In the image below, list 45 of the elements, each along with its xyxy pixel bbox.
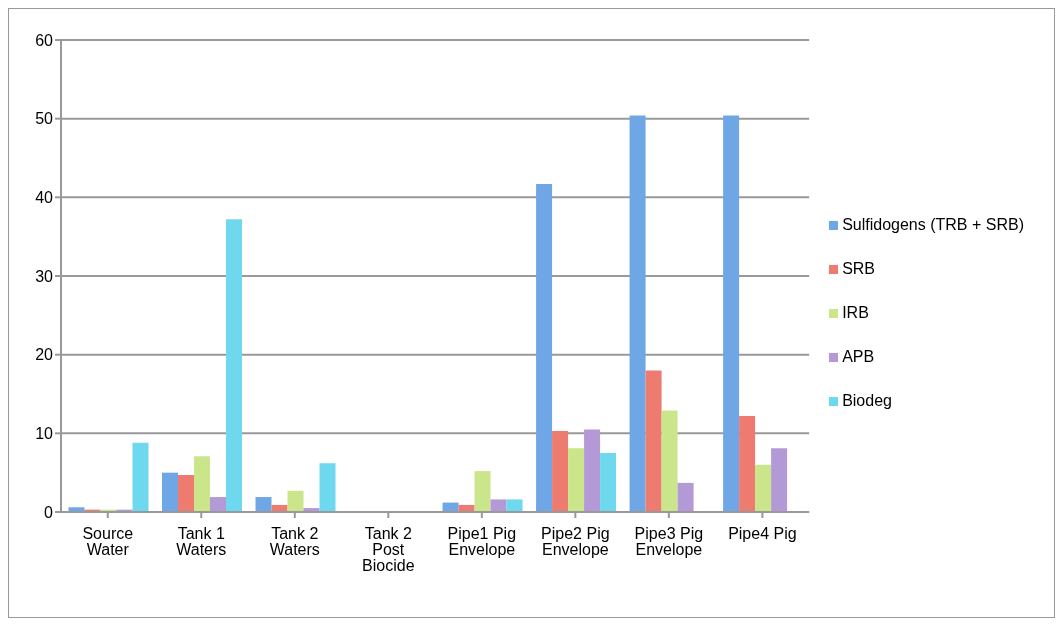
bar	[661, 410, 678, 512]
y-tick-label: 0	[44, 503, 54, 521]
legend-label: Sulfidogens (TRB + SRB)	[842, 216, 1024, 233]
bar	[739, 416, 756, 512]
legend-label: IRB	[842, 304, 869, 321]
bar	[552, 430, 569, 512]
bar	[629, 115, 646, 512]
bar	[162, 472, 178, 512]
bar	[287, 490, 304, 512]
x-tick-label: Pipe4 Pig	[728, 525, 797, 543]
bar	[677, 482, 694, 512]
y-tick-label: 40	[35, 189, 54, 207]
x-tick-label: Tank 2 Post Biocide	[362, 525, 415, 575]
bar	[319, 463, 336, 512]
y-tick-label: 20	[35, 346, 54, 364]
bar	[178, 475, 194, 512]
y-tick-label: 60	[35, 31, 54, 49]
x-tick-label: Pipe2 Pig Envelope	[541, 525, 610, 559]
x-tick-label: Source Water	[82, 525, 134, 559]
bar	[132, 442, 149, 512]
y-tick-label: 10	[35, 425, 54, 443]
bar	[506, 499, 523, 512]
bar	[568, 448, 585, 512]
x-tick-label: Tank 1 Waters	[176, 525, 227, 559]
y-tick-label: 50	[35, 110, 54, 128]
bar	[645, 370, 662, 512]
bar	[755, 464, 772, 512]
x-tick-label: Pipe3 Pig Envelope	[634, 525, 704, 559]
bar	[210, 497, 226, 512]
x-tick-label: Pipe1 Pig Envelope	[447, 525, 517, 559]
bar	[600, 453, 617, 512]
bar	[490, 499, 507, 512]
bar	[474, 471, 491, 512]
bar	[226, 219, 242, 512]
y-tick-label: 30	[35, 267, 54, 285]
x-tick-label: Tank 2 Waters	[269, 525, 320, 559]
bar	[536, 183, 553, 512]
bar	[584, 429, 601, 512]
bar	[771, 448, 788, 512]
legend-label: APB	[842, 348, 875, 365]
legend-label: SRB	[842, 260, 876, 277]
legend-label: Biodeg	[842, 392, 892, 409]
bar	[255, 497, 272, 512]
bar	[194, 456, 210, 512]
bar	[723, 115, 740, 512]
